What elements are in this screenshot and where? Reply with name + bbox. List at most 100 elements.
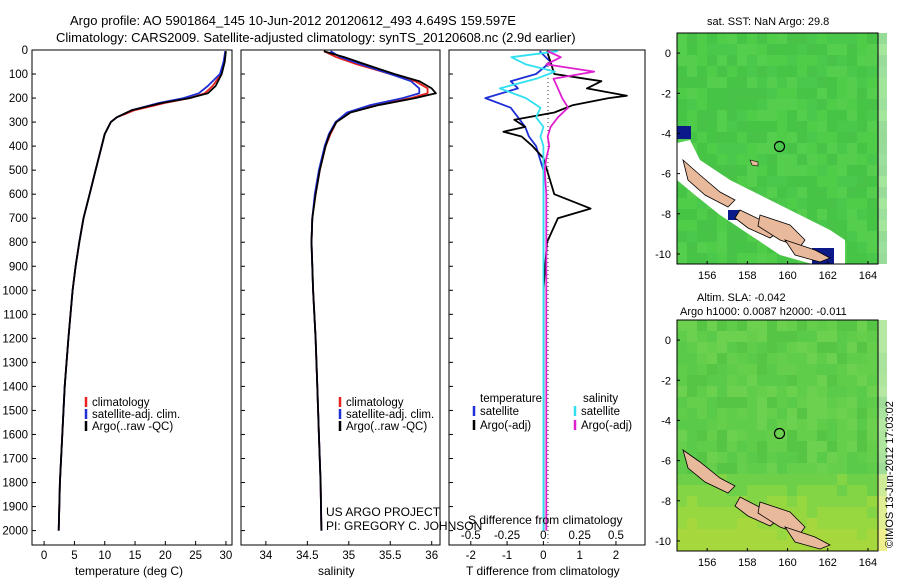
map-texture-cell bbox=[827, 110, 837, 121]
map-texture-cell bbox=[817, 220, 827, 231]
map-texture-cell bbox=[687, 99, 697, 110]
map-texture-cell bbox=[727, 463, 737, 474]
map-texture-cell bbox=[727, 386, 737, 397]
map-texture-cell bbox=[747, 529, 757, 540]
map-texture-cell bbox=[827, 154, 837, 165]
map-texture-cell bbox=[847, 231, 857, 242]
map-texture-cell bbox=[847, 342, 857, 353]
map-texture-cell bbox=[737, 364, 747, 375]
map-texture-cell bbox=[707, 66, 717, 77]
map-texture-cell bbox=[867, 507, 877, 518]
map-texture-cell bbox=[877, 375, 887, 386]
map-texture-cell bbox=[867, 364, 877, 375]
map-texture-cell bbox=[687, 220, 697, 231]
map-texture-cell bbox=[817, 320, 827, 331]
map-texture-cell bbox=[857, 121, 867, 132]
s-tick-label: 0.5 bbox=[608, 530, 624, 542]
map-texture-cell bbox=[697, 529, 707, 540]
legend-sat: satellite-adj. clim. bbox=[346, 409, 434, 421]
map-texture-cell bbox=[677, 518, 687, 529]
map-texture-cell bbox=[847, 55, 857, 66]
map-texture-cell bbox=[807, 419, 817, 430]
map-y-tick-label: -4 bbox=[661, 415, 671, 427]
map-texture-cell bbox=[677, 44, 687, 55]
map-texture-cell bbox=[767, 331, 777, 342]
map-texture-cell bbox=[727, 529, 737, 540]
difference-plot-frame bbox=[448, 49, 646, 546]
map-texture-cell bbox=[677, 66, 687, 77]
map-texture-cell bbox=[737, 132, 747, 143]
map-texture-cell bbox=[697, 375, 707, 386]
map-texture-cell bbox=[857, 518, 867, 529]
map-texture-cell bbox=[757, 485, 767, 496]
map-texture-cell bbox=[777, 452, 787, 463]
map-texture-cell bbox=[687, 110, 697, 121]
map-texture-cell bbox=[717, 540, 727, 551]
map-texture-cell bbox=[777, 419, 787, 430]
map-texture-cell bbox=[807, 44, 817, 55]
sst-map-island bbox=[682, 158, 736, 208]
map-texture-cell bbox=[877, 66, 887, 77]
map-texture-cell bbox=[827, 331, 837, 342]
map-texture-cell bbox=[857, 33, 867, 44]
map-texture-cell bbox=[847, 198, 857, 209]
map-texture-cell bbox=[807, 408, 817, 419]
map-texture-cell bbox=[687, 353, 697, 364]
map-texture-cell bbox=[717, 99, 727, 110]
map-texture-cell bbox=[857, 143, 867, 154]
map-texture-cell bbox=[877, 143, 887, 154]
map-texture-cell bbox=[827, 397, 837, 408]
map-texture-cell bbox=[707, 55, 717, 66]
map-texture-cell bbox=[757, 55, 767, 66]
map-texture-cell bbox=[797, 496, 807, 507]
sst-map: 156 158 160 162 164 0 -2 -4 -6 -8 -10 bbox=[655, 32, 887, 282]
map-texture-cell bbox=[787, 320, 797, 331]
map-texture-cell bbox=[727, 540, 737, 551]
map-texture-cell bbox=[877, 496, 887, 507]
map-texture-cell bbox=[847, 507, 857, 518]
x-tick-label: 20 bbox=[159, 550, 172, 562]
map-texture-cell bbox=[707, 320, 717, 331]
map-texture-cell bbox=[787, 143, 797, 154]
map-texture-cell bbox=[807, 331, 817, 342]
map-texture-cell bbox=[717, 353, 727, 364]
map-y-tick-label: -10 bbox=[655, 249, 671, 261]
map-texture-cell bbox=[747, 320, 757, 331]
map-texture-cell bbox=[747, 165, 757, 176]
map-x-tick-label: 162 bbox=[819, 270, 837, 282]
map-texture-cell bbox=[777, 121, 787, 132]
map-texture-cell bbox=[847, 485, 857, 496]
map-texture-cell bbox=[837, 353, 847, 364]
map-texture-cell bbox=[847, 353, 857, 364]
map-texture-cell bbox=[817, 165, 827, 176]
map-texture-cell bbox=[777, 33, 787, 44]
map-texture-cell bbox=[707, 88, 717, 99]
map-texture-cell bbox=[817, 518, 827, 529]
map-texture-cell bbox=[787, 187, 797, 198]
map-texture-cell bbox=[697, 231, 707, 242]
map-texture-cell bbox=[847, 320, 857, 331]
map-texture-cell bbox=[747, 540, 757, 551]
map-texture-cell bbox=[857, 242, 867, 253]
map-texture-cell bbox=[717, 77, 727, 88]
map-texture-cell bbox=[827, 518, 837, 529]
map-texture-cell bbox=[697, 364, 707, 375]
map-texture-cell bbox=[687, 386, 697, 397]
map-texture-cell bbox=[727, 353, 737, 364]
map-texture-cell bbox=[837, 507, 847, 518]
map-texture-cell bbox=[877, 540, 887, 551]
map-texture-cell bbox=[737, 419, 747, 430]
map-y-tick-label: -8 bbox=[661, 209, 671, 221]
map-texture-cell bbox=[847, 375, 857, 386]
map-texture-cell bbox=[827, 121, 837, 132]
map-texture-cell bbox=[717, 66, 727, 77]
map-texture-cell bbox=[767, 55, 777, 66]
map-texture-cell bbox=[727, 231, 737, 242]
map-texture-cell bbox=[807, 397, 817, 408]
map-texture-cell bbox=[837, 386, 847, 397]
map-texture-cell bbox=[707, 342, 717, 353]
map-texture-cell bbox=[857, 408, 867, 419]
map-texture-cell bbox=[727, 253, 737, 264]
map-texture-cell bbox=[797, 143, 807, 154]
map-texture-cell bbox=[747, 66, 757, 77]
